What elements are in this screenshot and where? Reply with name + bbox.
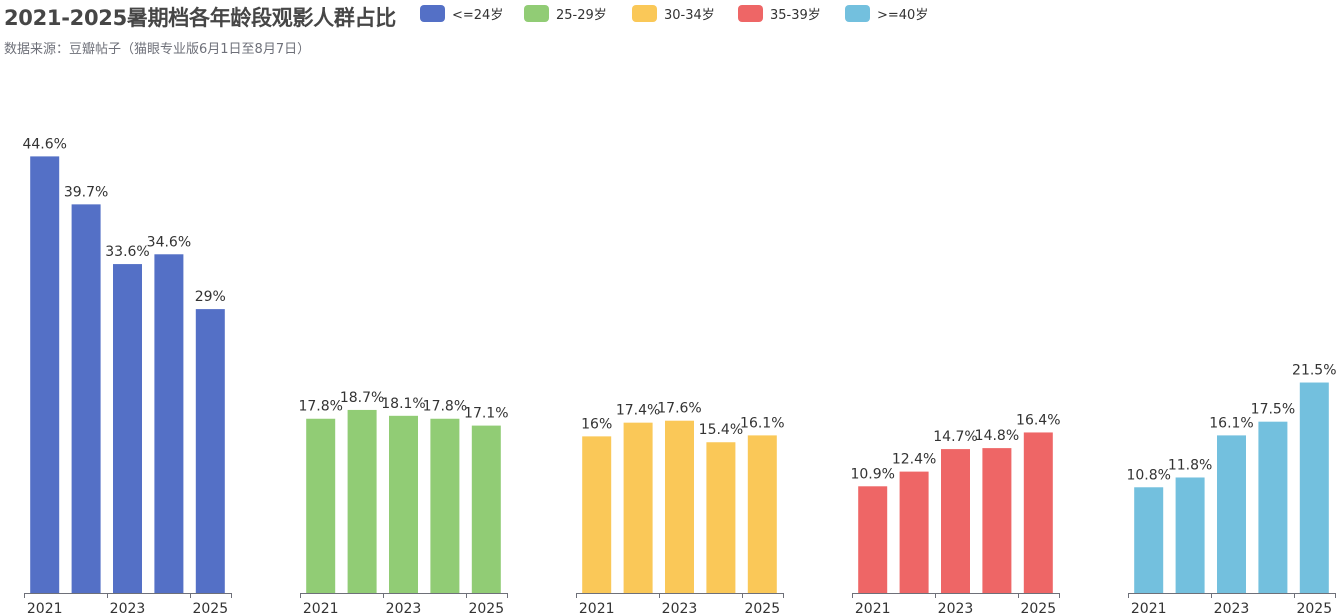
data-label: 15.4% xyxy=(699,422,743,438)
legend-item-35-39[interactable]: 35-39岁 xyxy=(738,4,821,23)
bar[interactable] xyxy=(1258,421,1288,593)
data-label: 17.1% xyxy=(464,406,508,422)
data-label: 39.7% xyxy=(64,184,108,200)
panel-5: 10.8%11.8% 16.1%17.5% 21.5% 2021 2023 2025 xyxy=(1126,363,1336,616)
legend-item-30-34[interactable]: 30-34岁 xyxy=(632,4,715,23)
x-tick-label: 2021 xyxy=(303,601,339,616)
data-label: 17.5% xyxy=(1251,402,1295,418)
bar[interactable] xyxy=(706,442,736,593)
bar[interactable] xyxy=(1299,382,1329,593)
legend-swatch-icon xyxy=(845,5,870,22)
data-label: 17.6% xyxy=(657,401,701,417)
bar[interactable] xyxy=(195,309,225,593)
legend-swatch-icon xyxy=(420,5,445,22)
legend-item-under-24[interactable]: <=24岁 xyxy=(420,4,503,23)
data-label: 11.8% xyxy=(1168,457,1212,473)
bar[interactable] xyxy=(1023,432,1053,593)
data-label: 14.8% xyxy=(975,428,1019,444)
x-tick-label: 2021 xyxy=(27,601,63,616)
x-tick-label: 2025 xyxy=(744,601,780,616)
x-tick-label: 2025 xyxy=(468,601,504,616)
x-tick-label: 2023 xyxy=(386,601,422,616)
data-label: 34.6% xyxy=(147,234,191,250)
chart-title: 2021-2025暑期档各年龄段观影人群占比 xyxy=(4,6,397,30)
data-label: 17.4% xyxy=(616,403,660,419)
legend-item-over-40[interactable]: >=40岁 xyxy=(845,4,928,23)
x-tick-label: 2025 xyxy=(192,601,228,616)
data-label: 33.6% xyxy=(105,244,149,260)
legend-label: 25-29岁 xyxy=(556,8,607,23)
bar[interactable] xyxy=(665,420,694,593)
data-label: 44.6% xyxy=(22,136,66,152)
bar[interactable] xyxy=(1217,435,1246,593)
legend-label: 35-39岁 xyxy=(770,8,821,23)
data-label: 14.7% xyxy=(933,429,977,445)
data-label: 18.7% xyxy=(340,390,384,406)
bar[interactable] xyxy=(306,418,336,593)
bar[interactable] xyxy=(430,418,460,593)
data-label: 10.8% xyxy=(1126,467,1170,483)
bar[interactable] xyxy=(899,471,929,593)
legend-item-25-29[interactable]: 25-29岁 xyxy=(524,4,607,23)
data-label: 21.5% xyxy=(1292,363,1336,379)
legend-swatch-icon xyxy=(632,5,657,22)
data-label: 10.9% xyxy=(850,466,894,482)
bar[interactable] xyxy=(154,254,184,593)
x-tick-label: 2021 xyxy=(855,601,891,616)
data-label: 12.4% xyxy=(892,452,936,468)
x-tick-label: 2021 xyxy=(1131,601,1167,616)
bar[interactable] xyxy=(389,415,418,593)
x-tick-label: 2021 xyxy=(579,601,615,616)
x-tick-label: 2025 xyxy=(1020,601,1056,616)
data-label: 16.1% xyxy=(1209,415,1253,431)
bar[interactable] xyxy=(113,264,142,593)
bar[interactable] xyxy=(347,409,377,593)
data-label: 17.8% xyxy=(298,399,342,415)
bar[interactable] xyxy=(623,422,653,593)
bar[interactable] xyxy=(1175,477,1205,593)
bar[interactable] xyxy=(858,486,888,593)
bar[interactable] xyxy=(582,436,612,593)
legend-label: <=24岁 xyxy=(452,8,504,23)
panel-4: 10.9%12.4% 14.7%14.8%16.4% 2021 2023 2025 xyxy=(850,412,1060,616)
data-label: 16.4% xyxy=(1016,412,1060,428)
x-tick-label: 2023 xyxy=(110,601,146,616)
chart-subtitle: 数据来源：豆瓣帖子（猫眼专业版6月1日至8月7日） xyxy=(4,42,311,57)
data-label: 29% xyxy=(195,289,226,305)
bar[interactable] xyxy=(747,435,777,593)
data-label: 16% xyxy=(581,416,612,432)
panel-3: 16%17.4%17.6% 15.4%16.1% 2021 2023 2025 xyxy=(576,401,785,616)
x-tick-label: 2023 xyxy=(938,601,974,616)
bar[interactable] xyxy=(30,156,60,594)
bar[interactable] xyxy=(1134,487,1164,593)
x-tick-label: 2023 xyxy=(1214,601,1250,616)
bar[interactable] xyxy=(71,204,101,593)
x-tick-label: 2023 xyxy=(662,601,698,616)
legend-label: >=40岁 xyxy=(877,8,929,23)
bar[interactable] xyxy=(941,449,970,593)
panel-1: 44.6% 39.7% 33.6%34.6% 29% 2021 2023 2025 xyxy=(22,136,232,616)
data-label: 17.8% xyxy=(423,399,467,415)
bar[interactable] xyxy=(982,448,1012,593)
data-label: 18.1% xyxy=(381,396,425,412)
legend-swatch-icon xyxy=(524,5,549,22)
data-label: 16.1% xyxy=(740,415,784,431)
panel-2: 17.8%18.7%18.1%17.8%17.1%2021 2023 2025 xyxy=(298,390,508,616)
x-tick-label: 2025 xyxy=(1296,601,1332,616)
legend-label: 30-34岁 xyxy=(664,8,715,23)
legend-swatch-icon xyxy=(738,5,763,22)
bar[interactable] xyxy=(471,425,501,593)
